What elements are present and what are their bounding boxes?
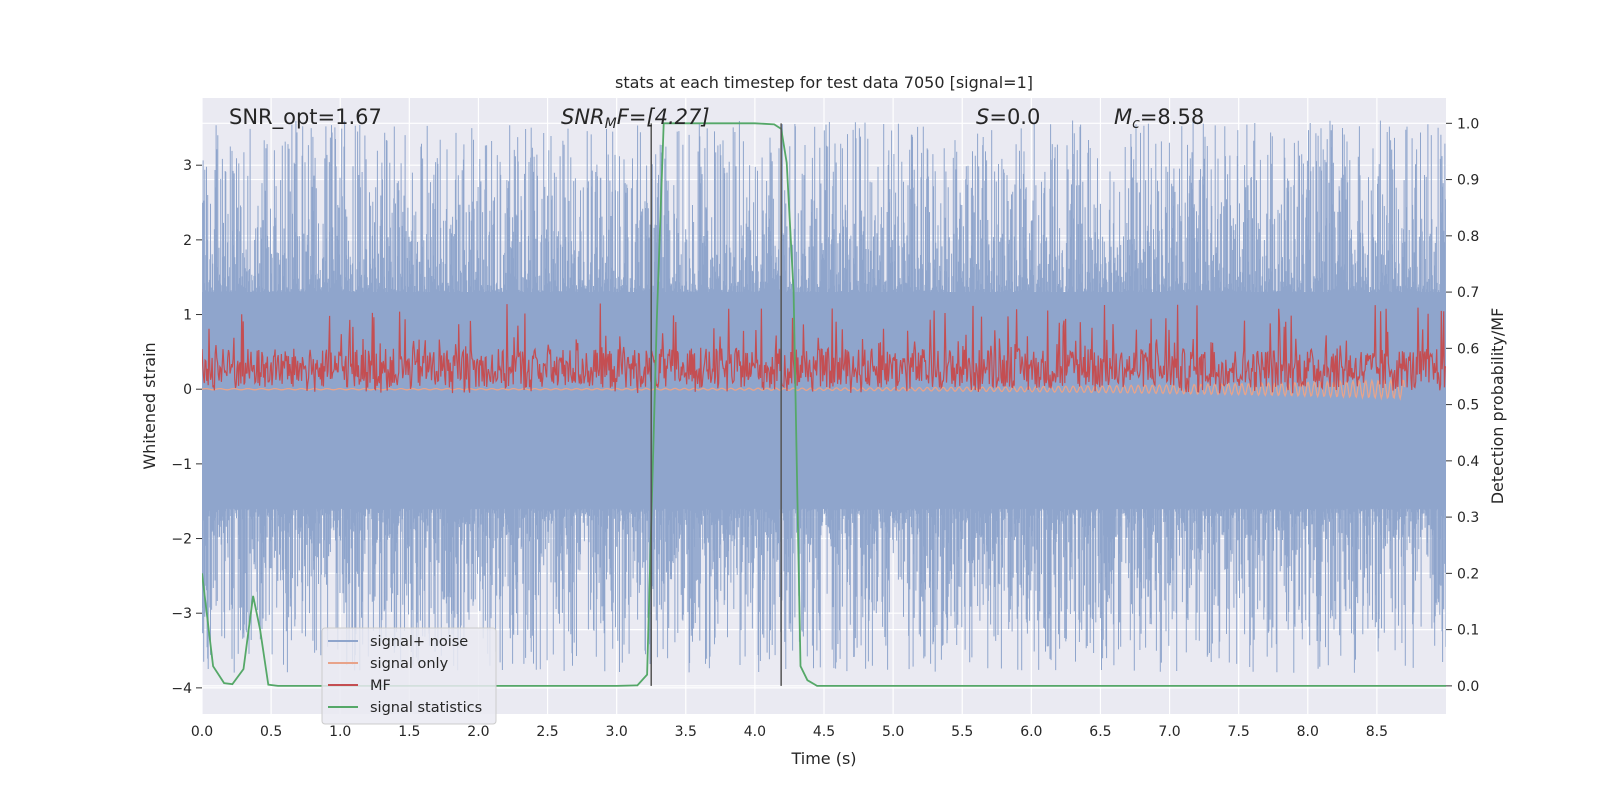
x-tick-label: 8.5 [1366,724,1388,740]
legend-box [321,627,497,725]
x-ticks: 0.0 0.5 1.0 1.5 2.0 2.5 3.0 3.5 4.0 4.5 5.0 5.5 6.0 6… [191,724,1388,740]
annotation-snr-mf-main: SNR [561,105,605,129]
annotation-mc-main: M [1114,105,1132,129]
y-tick-label-right: 0.4 [1457,454,1479,470]
x-tick-label: 2.5 [536,724,558,740]
x-tick-label: 1.5 [398,724,420,740]
x-tick-label: 6.5 [1089,724,1111,740]
y-tick-label-right: 0.5 [1457,398,1479,414]
x-tick-label: 0.5 [260,724,282,740]
annotation-mc-rest: =8.58 [1140,105,1204,129]
vline-layer [650,123,782,686]
x-tick-label: 5.0 [882,724,904,740]
y-tick-label-left: −1 [171,457,192,473]
legend-item-signal-noise: signal+ noise [328,634,468,650]
y-axis-label-left: Whitened strain [140,342,159,469]
y-ticks-left: 3 2 1 0 −1 −2 −3 −4 [171,158,202,697]
x-tick-label: 6.0 [1020,724,1042,740]
x-tick-label: 7.0 [1158,724,1180,740]
legend: signal+ noise signal only MF signal stat… [321,627,497,725]
y-tick-label-right: 0.0 [1457,679,1479,695]
series-signal-statistics [202,122,1446,687]
y-tick-label-left: −3 [171,606,192,622]
y-tick-label-left: 3 [183,158,192,174]
legend-item-signal-only: signal only [328,656,449,672]
x-tick-label: 5.5 [951,724,973,740]
y-tick-label-right: 0.6 [1457,341,1479,357]
annotation-snr-mf-rest: F=[4.27] [617,105,710,129]
x-tick-label: 7.5 [1228,724,1250,740]
series-layer [202,120,1446,687]
x-tick-label: 2.0 [467,724,489,740]
series-signal-noise [202,120,1446,673]
x-tick-label: 3.5 [675,724,697,740]
x-tick-label: 4.5 [813,724,835,740]
x-tick-label: 4.0 [744,724,766,740]
series-signal-only [202,377,1406,401]
y-tick-label-right: 0.9 [1457,173,1479,189]
x-axis-label: Time (s) [790,749,856,768]
series-mf [202,303,1446,394]
x-tick-label: 1.0 [329,724,351,740]
legend-label-signal-statistics: signal statistics [370,700,482,716]
y-tick-label-right: 0.8 [1457,229,1479,245]
y-tick-label-right: 0.2 [1457,566,1479,582]
legend-item-mf: MF [328,678,391,694]
y-tick-label-left: 1 [183,308,192,324]
legend-item-signal-statistics: signal statistics [328,700,482,716]
y-ticks-right: 1.0 0.9 0.8 0.7 0.6 0.5 0.4 0.3 0.2 0.1 0.0 [1446,116,1479,695]
annotation-snr-mf-sub: M [605,116,617,132]
annotation-snr-opt: SNR_opt=1.67 [229,105,382,130]
legend-label-signal-only: signal only [370,656,449,672]
legend-label-mf: MF [370,678,391,694]
annotation-s: S=0.0 [976,105,1040,129]
annotation-mc-sub: c [1132,116,1140,132]
x-tick-label: 8.0 [1297,724,1319,740]
annotation-mc: Mc=8.58 [1114,105,1204,132]
y-tick-label-right: 0.3 [1457,510,1479,526]
annotation-s-main: S [976,105,989,129]
chart-title: stats at each timestep for test data 705… [615,73,1033,92]
y-tick-label-left: −4 [171,681,192,697]
annotation-s-rest: =0.0 [989,105,1040,129]
y-tick-label-left: 2 [183,233,192,249]
x-tick-label: 3.0 [606,724,628,740]
y-tick-label-right: 0.7 [1457,285,1479,301]
x-tick-label: 0.0 [191,724,213,740]
y-tick-label-right: 1.0 [1457,116,1479,132]
y-tick-label-right: 0.1 [1457,623,1479,639]
y-axis-label-right: Detection probability/MF [1488,308,1507,505]
y-tick-label-left: 0 [183,382,192,398]
annotation-snr-mf: SNRMF=[4.27] [561,105,710,132]
legend-label-signal-noise: signal+ noise [370,634,468,650]
y-tick-label-left: −2 [171,532,192,548]
